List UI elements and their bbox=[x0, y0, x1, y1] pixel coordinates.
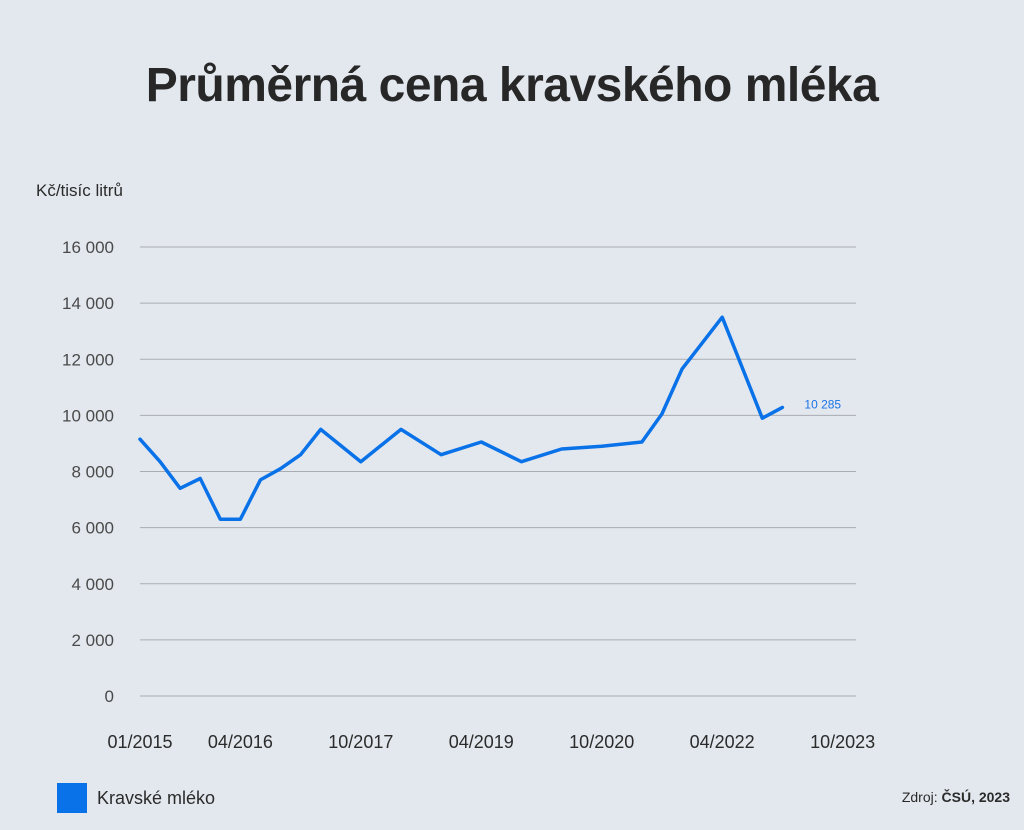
y-tick-label: 0 bbox=[105, 687, 114, 706]
y-tick-label: 2 000 bbox=[71, 631, 114, 650]
y-tick-label: 6 000 bbox=[71, 519, 114, 538]
x-tick-label: 04/2019 bbox=[449, 732, 514, 752]
source-name: ČSÚ, 2023 bbox=[941, 789, 1010, 805]
y-tick-label: 14 000 bbox=[62, 294, 114, 313]
legend: Kravské mléko bbox=[57, 783, 215, 813]
legend-label: Kravské mléko bbox=[97, 787, 216, 808]
y-tick-label: 12 000 bbox=[62, 350, 114, 369]
source-note: Zdroj: ČSÚ, 2023 bbox=[902, 789, 1010, 805]
y-tick-label: 16 000 bbox=[62, 238, 114, 257]
end-value-label: 10 285 bbox=[804, 397, 841, 411]
y-tick-label: 4 000 bbox=[71, 575, 114, 594]
x-tick-label: 01/2015 bbox=[107, 732, 172, 752]
y-tick-labels: 0 2 000 4 000 6 000 8 000 10 000 12 000 14 000 1… bbox=[62, 238, 114, 706]
y-axis-label: Kč/tisíc litrů bbox=[36, 181, 123, 200]
x-tick-label: 04/2016 bbox=[208, 732, 273, 752]
chart-title: Průměrná cena kravského mléka bbox=[145, 59, 879, 112]
series-line-kravske-mleko bbox=[138, 315, 785, 521]
x-tick-label: 10/2017 bbox=[328, 732, 393, 752]
y-tick-label: 10 000 bbox=[62, 406, 114, 425]
y-tick-label: 8 000 bbox=[71, 463, 114, 482]
x-tick-label: 04/2022 bbox=[690, 732, 755, 752]
legend-swatch bbox=[57, 783, 87, 813]
series-group: 10 285 bbox=[138, 315, 841, 521]
gridlines bbox=[140, 246, 856, 697]
x-tick-label: 10/2023 bbox=[810, 732, 875, 752]
x-tick-labels: 01/2015 04/2016 10/2017 04/2019 10/2020 04/20… bbox=[107, 732, 875, 752]
source-prefix: Zdroj: bbox=[901, 789, 938, 805]
x-tick-label: 10/2020 bbox=[569, 732, 634, 752]
